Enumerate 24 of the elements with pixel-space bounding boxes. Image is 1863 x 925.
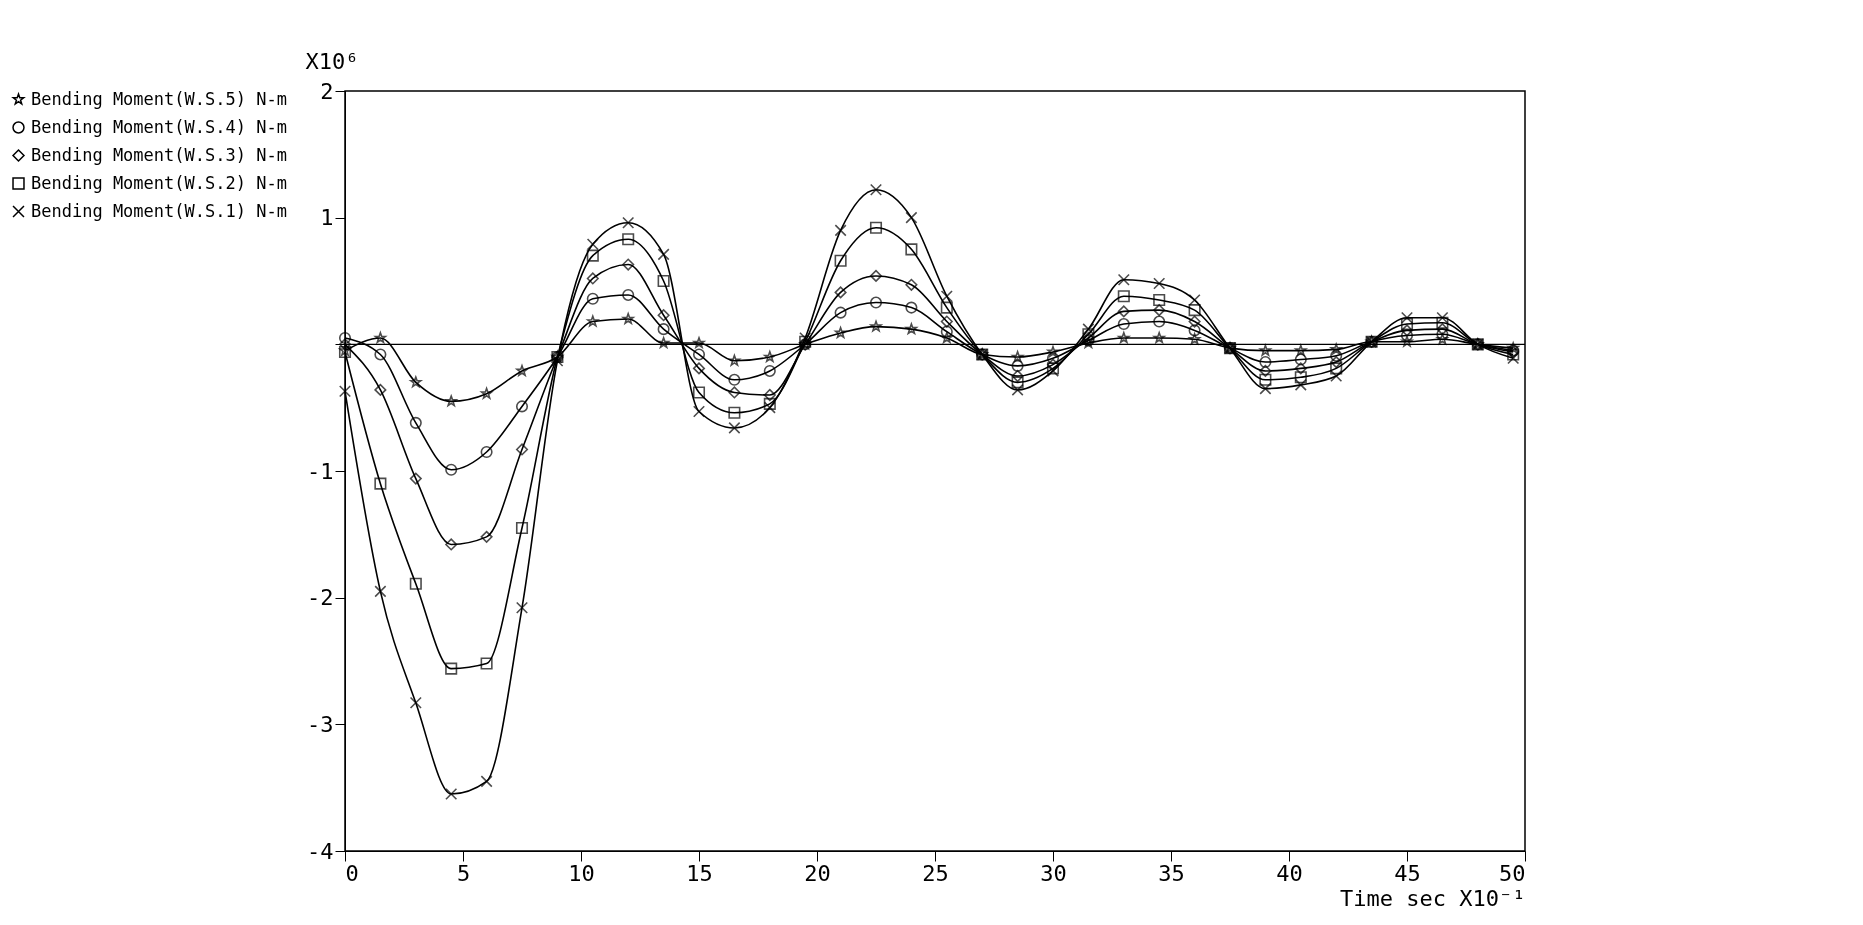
legend-label: Bending Moment(W.S.2) N-m [31, 172, 287, 193]
x-tick-label: 30 [1040, 860, 1067, 886]
y-tick-label: 1 [320, 205, 334, 231]
y-tick-label: -2 [307, 585, 334, 611]
y-tick-label: -4 [307, 838, 334, 864]
legend-label: Bending Moment(W.S.4) N-m [31, 116, 287, 137]
x-tick-label: 15 [686, 860, 713, 886]
y-tick-label: 2 [320, 78, 334, 104]
x-tick-label: 10 [568, 860, 595, 886]
y-tick-label: -1 [307, 458, 334, 484]
x-tick-label: 25 [922, 860, 949, 886]
y-tick-label: -3 [307, 711, 334, 737]
x-tick-label: 45 [1394, 860, 1421, 886]
x-axis-title: Time sec X10⁻¹ [1340, 885, 1526, 911]
x-tick-label: 20 [804, 860, 831, 886]
x-tick-label: 35 [1158, 860, 1185, 886]
legend-label: Bending Moment(W.S.1) N-m [31, 200, 287, 221]
legend-label: Bending Moment(W.S.3) N-m [31, 144, 287, 165]
x-tick-label: 40 [1276, 860, 1303, 886]
legend-label: Bending Moment(W.S.5) N-m [31, 88, 287, 109]
x-tick-label: 50 [1499, 860, 1526, 886]
x-tick-label: 0 [345, 860, 359, 886]
y-axis-title: X10⁶ [305, 48, 359, 74]
x-tick-label: 5 [456, 860, 471, 886]
